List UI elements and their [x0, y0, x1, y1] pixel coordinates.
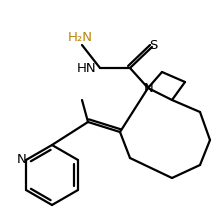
- Text: N: N: [17, 153, 27, 166]
- Text: H₂N: H₂N: [67, 31, 92, 44]
- Text: HN: HN: [76, 62, 96, 75]
- Text: N: N: [144, 82, 154, 95]
- Text: S: S: [149, 39, 157, 52]
